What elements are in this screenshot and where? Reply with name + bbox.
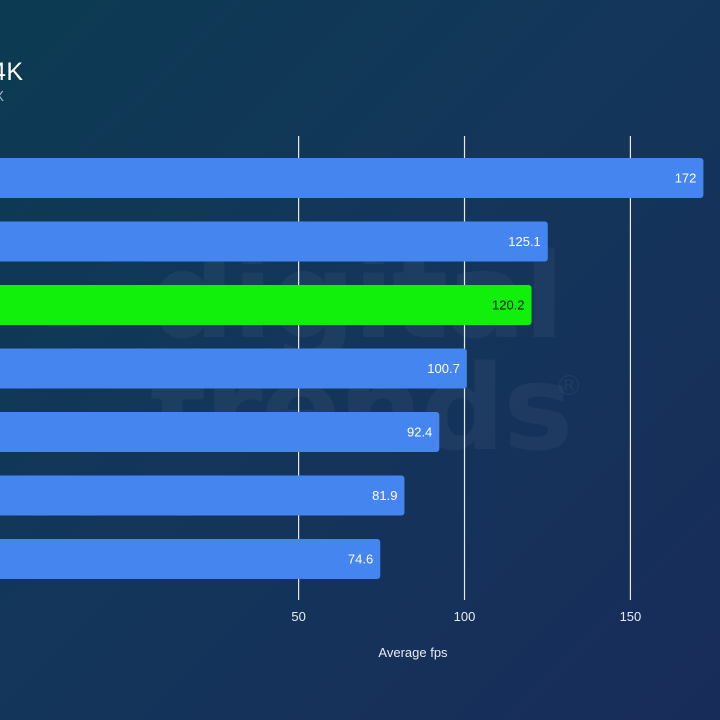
bar [0,412,440,452]
bars [0,158,704,579]
x-tick-label: 50 [291,609,305,624]
value-labels: 172 125.1 120.2 100.7 92.4 81.9 74.6 [348,171,696,567]
bar-value-label: 81.9 [372,488,397,503]
x-tick-label: 150 [620,609,642,624]
bar-value-label: 92.4 [407,425,432,440]
watermark-registered-mark: ® [555,372,583,400]
x-axis-title: Average fps [378,645,448,660]
bar [0,158,704,198]
bar-value-label: 74.6 [348,552,373,567]
x-tick-label: 100 [454,609,476,624]
bar-value-label: 125.1 [508,234,541,249]
bar [0,539,381,579]
chart-title: 4K [0,58,24,86]
bar-highlighted [0,285,532,325]
x-tick-labels: 50 100 150 [291,609,641,624]
bar [0,475,405,516]
bar [0,221,548,262]
bar-value-label: 120.2 [492,298,525,313]
bar-value-label: 172 [675,171,697,186]
bar-value-label: 100.7 [427,361,460,376]
chart-subtitle: X [0,88,4,105]
bar [0,348,467,389]
